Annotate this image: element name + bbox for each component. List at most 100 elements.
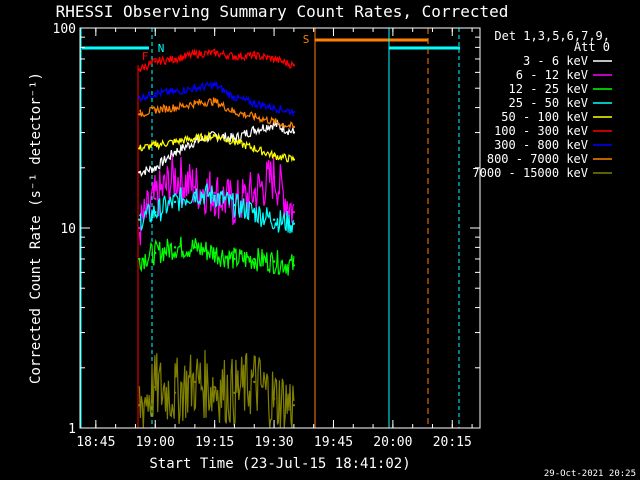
series-7-point-0	[138, 113, 141, 116]
series-7-point-2	[173, 106, 177, 109]
series-5-point-0	[138, 68, 141, 71]
series-8-point-5	[233, 391, 236, 394]
series-6-point-3	[193, 87, 197, 90]
series-0-point-0	[138, 171, 141, 174]
orbit-overlay: NF S	[80, 28, 460, 428]
series-5-point-2	[173, 57, 177, 61]
series-line-3	[138, 183, 295, 234]
series-2-point-6	[253, 257, 256, 261]
legend-label-2: 12 - 25 keV	[509, 82, 588, 96]
series-6-point-1	[154, 92, 157, 95]
annotation-n: N	[158, 42, 165, 55]
series-8-point-2	[173, 391, 177, 394]
series-8-point-4	[213, 385, 216, 389]
axis-ticks: 18:45 19:00 19:15 19:30 19:45 20:00 20:15 1 10 10…	[53, 22, 480, 450]
series-4	[138, 131, 296, 163]
series-7	[138, 97, 296, 130]
legend-label-4: 50 - 100 keV	[501, 110, 588, 124]
series-4-point-5	[233, 140, 236, 143]
series-4-point-1	[154, 143, 157, 147]
series-2-point-8	[292, 264, 296, 267]
series-5-point-4	[213, 51, 216, 55]
series-6	[138, 80, 296, 117]
x-tick-label-1: 19:00	[136, 435, 175, 450]
series-line-2	[138, 236, 295, 276]
series-7-point-7	[272, 120, 276, 123]
y-tick-label-0: 1	[68, 422, 76, 437]
legend-label-8: 7000 - 15000 keV	[472, 166, 588, 180]
series-5-point-5	[233, 55, 236, 58]
series-5-point-1	[154, 60, 157, 63]
series-line-8	[138, 349, 295, 429]
x-tick-label-4: 19:45	[314, 435, 353, 450]
series-6-point-2	[173, 90, 177, 93]
y-tick-label-2: 100	[53, 22, 76, 37]
series-3	[138, 183, 296, 234]
series-line-4	[138, 131, 295, 163]
series-0-point-6	[253, 128, 256, 131]
y-axis-label: Corrected Count Rate (s⁻¹ detector⁻¹)	[28, 72, 44, 384]
x-tick-label-3: 19:30	[254, 435, 293, 450]
series-4-point-8	[292, 158, 296, 161]
series-line-6	[138, 80, 295, 117]
series-3-point-4	[213, 194, 216, 197]
x-tick-label-0: 18:45	[76, 435, 115, 450]
series-1-point-8	[292, 210, 296, 214]
legend-label-5: 100 - 300 keV	[494, 124, 588, 138]
series-3-point-8	[292, 222, 296, 225]
series-line-5	[139, 48, 295, 73]
x-tick-label-5: 20:00	[373, 435, 412, 450]
y-tick-label-1: 10	[60, 222, 76, 237]
series-8	[138, 349, 296, 429]
series-7-point-6	[253, 115, 256, 118]
series-3-point-2	[173, 200, 177, 204]
legend-label-0: 3 - 6 keV	[523, 54, 588, 68]
series-6-point-0	[138, 96, 141, 99]
series-4-point-4	[213, 134, 216, 137]
series-8-point-1	[154, 385, 157, 389]
series-0-point-2	[173, 150, 177, 154]
series-7-point-4	[213, 100, 216, 103]
legend-header-2: Att 0	[574, 40, 610, 54]
series-3-point-0	[138, 218, 141, 221]
series-3-point-1	[154, 210, 157, 214]
series-0-point-8	[292, 131, 296, 134]
legend-label-7: 800 - 7000 keV	[487, 152, 588, 166]
series-6-point-4	[213, 83, 216, 86]
series-1-point-4	[213, 191, 216, 194]
x-tick-label-2: 19:15	[195, 435, 234, 450]
series-2	[138, 236, 296, 276]
series-5-point-7	[272, 57, 276, 61]
series-6-point-5	[233, 96, 236, 99]
annotation-s: S	[303, 33, 310, 46]
series-3-point-5	[233, 204, 236, 207]
series-5	[138, 48, 296, 73]
series-2-point-5	[233, 257, 236, 261]
series-7-point-8	[292, 125, 296, 129]
series-4-point-0	[138, 147, 141, 150]
series-4-point-7	[272, 154, 276, 157]
series-7-point-5	[233, 110, 236, 114]
series-8-point-7	[272, 397, 276, 400]
series-7-point-1	[154, 108, 157, 111]
series-0-point-3	[193, 140, 197, 143]
series-3-point-7	[272, 218, 276, 221]
series-6-point-6	[253, 102, 256, 105]
series-6-point-8	[292, 110, 296, 114]
chart-title: RHESSI Observing Summary Count Rates, Co…	[56, 2, 509, 21]
x-axis-label: Start Time (23-Jul-15 18:41:02)	[149, 456, 410, 472]
series-8-point-0	[138, 404, 141, 407]
series-2-point-3	[193, 246, 197, 249]
series-1-point-0	[138, 226, 141, 230]
legend-header-1: Det 1,3,5,6,7,9,	[494, 29, 610, 43]
series-1-point-7	[272, 175, 276, 179]
series-6-point-7	[272, 106, 276, 109]
series-line-0	[138, 119, 295, 178]
series-line-7	[138, 97, 295, 130]
series-8-point-8	[292, 404, 296, 407]
series-4-point-2	[173, 140, 177, 143]
series-4-point-6	[253, 147, 256, 150]
